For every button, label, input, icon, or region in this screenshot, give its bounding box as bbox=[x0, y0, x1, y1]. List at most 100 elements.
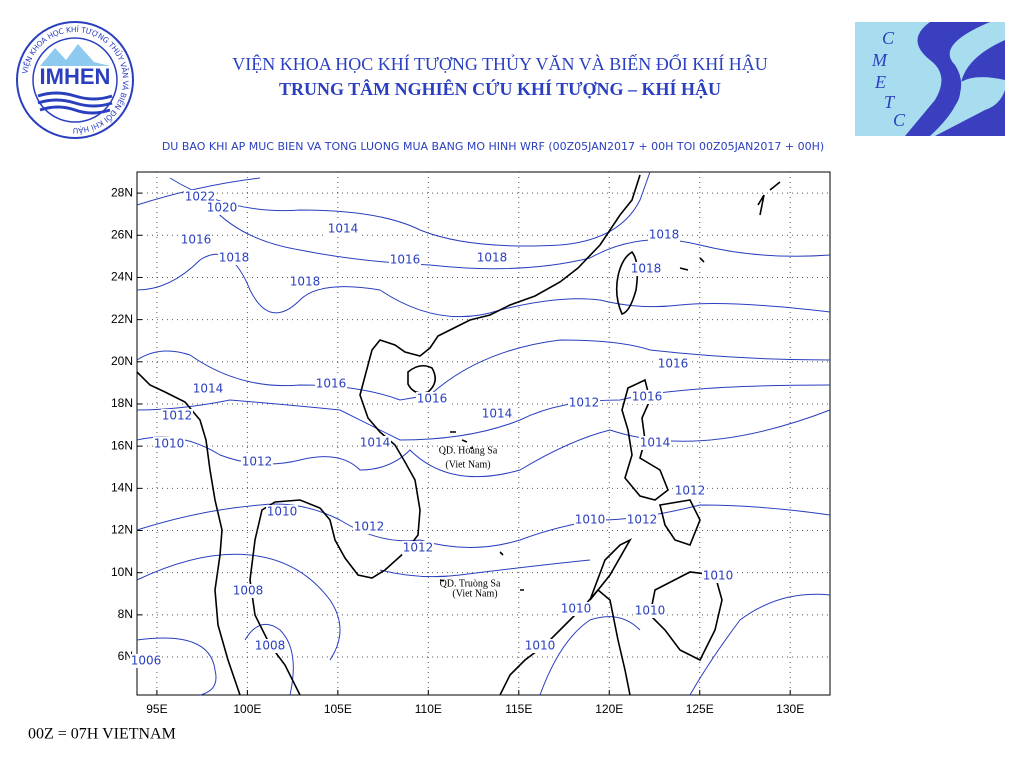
isobar-label-bg bbox=[254, 639, 286, 653]
lon-label: 110E bbox=[415, 702, 442, 716]
isobar-label: 1018 bbox=[649, 228, 680, 242]
isobar-label-bg bbox=[153, 437, 185, 451]
isobar-label-bg bbox=[241, 455, 273, 469]
isobar-label: 1008 bbox=[233, 584, 264, 598]
logo-letter: T bbox=[884, 92, 896, 112]
isobar-label-bg bbox=[266, 505, 298, 519]
isobar-label: 1014 bbox=[482, 407, 513, 421]
isobar-label-bg bbox=[389, 253, 421, 267]
isobar-label-bg bbox=[657, 357, 689, 371]
lat-label: 26N bbox=[111, 227, 133, 241]
isobar-label-bg bbox=[634, 604, 666, 618]
isobar-label-bg bbox=[161, 409, 193, 423]
lon-label: 125E bbox=[686, 702, 714, 716]
isobar-label: 1012 bbox=[242, 455, 273, 469]
isobar-label-bg bbox=[315, 377, 347, 391]
isobar-label: 1016 bbox=[181, 233, 212, 247]
island-label: QD. Hoàng Sa bbox=[439, 445, 498, 456]
isobar-label-bg bbox=[631, 390, 663, 404]
isobar-label: 1020 bbox=[207, 201, 238, 215]
isobar-label: 1016 bbox=[658, 357, 689, 371]
isobar-label-bg bbox=[476, 251, 508, 265]
isobar-label: 1010 bbox=[703, 569, 734, 583]
isobar-label: 1012 bbox=[569, 396, 600, 410]
isobar-label: 1014 bbox=[360, 436, 391, 450]
isobar-label: 1010 bbox=[267, 505, 298, 519]
isobar-label-bg bbox=[130, 654, 162, 668]
isobar-label-bg bbox=[180, 233, 212, 247]
island-label: QD. Truòng Sa bbox=[440, 578, 501, 589]
isobar-label-bg bbox=[574, 513, 606, 527]
isobar-label-bg bbox=[560, 602, 592, 616]
lat-label: 8N bbox=[118, 607, 133, 621]
isobar-label: 1008 bbox=[255, 639, 286, 653]
isobar-label: 1012 bbox=[675, 484, 706, 498]
island-label: (Viet Nam) bbox=[452, 588, 497, 599]
logo-name: IMHEN bbox=[40, 64, 111, 89]
lat-label: 22N bbox=[111, 312, 133, 326]
isobar-label-bg bbox=[630, 262, 662, 276]
isobar-label: 1014 bbox=[328, 222, 359, 236]
isobar-label-bg bbox=[568, 396, 600, 410]
isobar-label: 1010 bbox=[154, 437, 185, 451]
isobar-label: 1018 bbox=[219, 251, 250, 265]
isobar-label: 1014 bbox=[193, 382, 224, 396]
lat-label: 24N bbox=[111, 270, 133, 284]
isobar-label-bg bbox=[639, 436, 671, 450]
isobar-label: 1006 bbox=[131, 654, 162, 668]
island-label: (Viet Nam) bbox=[445, 459, 490, 470]
isobar-label-bg bbox=[648, 228, 680, 242]
isobar-label: 1016 bbox=[417, 392, 448, 406]
isobar-label-bg bbox=[184, 190, 216, 204]
isobar-label: 1016 bbox=[390, 253, 421, 267]
lat-label: 28N bbox=[111, 185, 133, 199]
isobar-label-bg bbox=[702, 569, 734, 583]
isobar-label: 1010 bbox=[575, 513, 606, 527]
logo-letter: C bbox=[882, 28, 895, 48]
lon-label: 120E bbox=[595, 702, 623, 716]
lat-label: 10N bbox=[111, 565, 133, 579]
isobar-label-bg bbox=[353, 520, 385, 534]
map-title: DU BAO KHI AP MUC BIEN VA TONG LUONG MUA… bbox=[162, 140, 824, 153]
isobar-label: 1022 bbox=[185, 190, 216, 204]
isobar-label-bg bbox=[192, 382, 224, 396]
isobar-label: 1010 bbox=[561, 602, 592, 616]
isobar-label-bg bbox=[232, 584, 264, 598]
isobar-label-bg bbox=[289, 275, 321, 289]
isobar-label-bg bbox=[524, 639, 556, 653]
lon-label: 115E bbox=[505, 702, 532, 716]
logo-letter: E bbox=[874, 72, 886, 92]
isobar-label: 1018 bbox=[477, 251, 508, 265]
isobar-label: 1010 bbox=[525, 639, 556, 653]
logo-letter: C bbox=[893, 110, 906, 130]
isobar-label-bg bbox=[206, 201, 238, 215]
isobar-label: 1016 bbox=[632, 390, 663, 404]
lat-label: 16N bbox=[111, 438, 133, 452]
isobar-label-bg bbox=[674, 484, 706, 498]
isobar-label-bg bbox=[218, 251, 250, 265]
isobar-label-bg bbox=[626, 513, 658, 527]
lat-label: 6N bbox=[118, 649, 133, 663]
isobar-label: 1012 bbox=[354, 520, 385, 534]
lon-label: 100E bbox=[233, 702, 261, 716]
isobar-label-bg bbox=[416, 392, 448, 406]
center-name: TRUNG TÂM NGHIÊN CỨU KHÍ TƯỢNG – KHÍ HẬU bbox=[279, 78, 721, 99]
isobar-label: 1016 bbox=[316, 377, 347, 391]
lat-label: 12N bbox=[111, 523, 133, 537]
isobar-label: 1012 bbox=[627, 513, 658, 527]
graticule: 28N 26N 24N 22N 20N 18N 16N 14N 12N 10N 8N 6N 95E 100… bbox=[111, 172, 830, 716]
isobar-label: 1014 bbox=[640, 436, 671, 450]
lat-label: 20N bbox=[111, 354, 133, 368]
lon-label: 95E bbox=[146, 702, 167, 716]
lon-label: 105E bbox=[324, 702, 352, 716]
isobar-label: 1012 bbox=[403, 541, 434, 555]
lat-label: 18N bbox=[111, 396, 133, 410]
isobar-label-bg bbox=[327, 222, 359, 236]
isobar-label: 1010 bbox=[635, 604, 666, 618]
lon-label: 130E bbox=[776, 702, 804, 716]
isobar-label-bg bbox=[402, 541, 434, 555]
isobar-label: 1018 bbox=[631, 262, 662, 276]
